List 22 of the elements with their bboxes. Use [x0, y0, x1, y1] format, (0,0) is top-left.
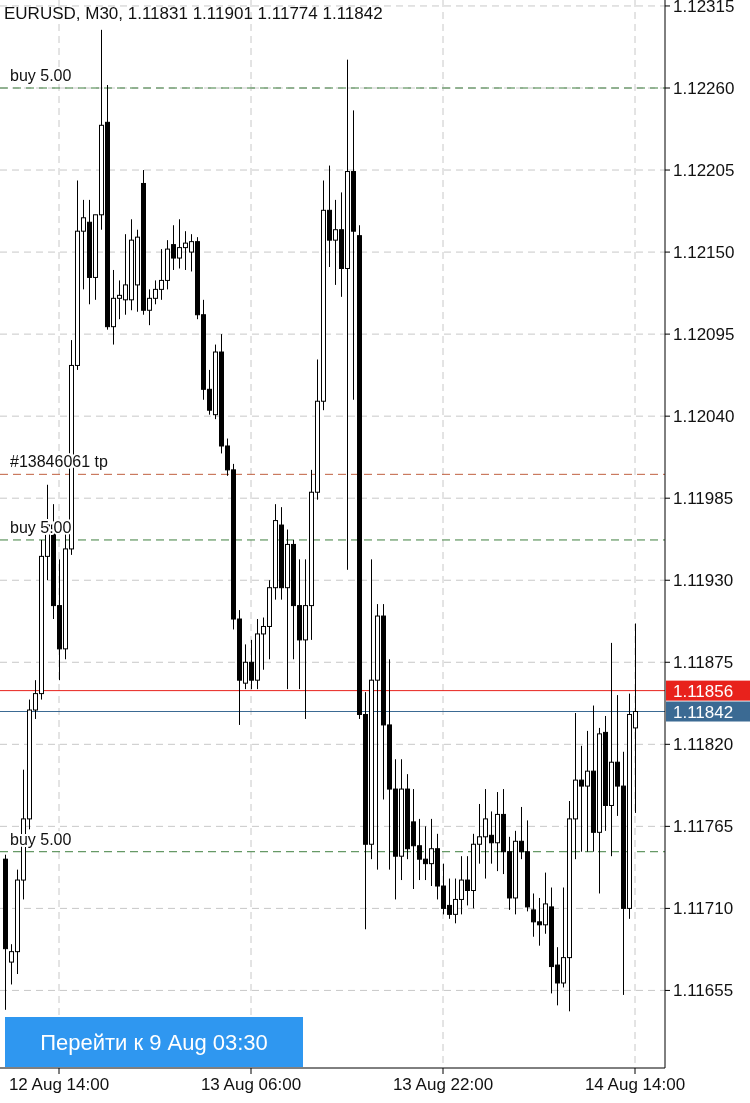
y-tick-label: 1.11765 — [673, 817, 734, 837]
y-tick-label: 1.11930 — [673, 571, 734, 591]
x-tick-label: 13 Aug 22:00 — [392, 1075, 494, 1094]
y-tick-label: 1.11655 — [673, 981, 734, 1001]
annotation: Перейти к 9 Aug 03:30 — [40, 1030, 268, 1055]
x-tick-label: 13 Aug 06:00 — [200, 1075, 302, 1094]
y-tick-label: 1.12260 — [673, 79, 735, 99]
ref-line-label: 1.11856 — [673, 681, 734, 701]
y-tick-label: 1.11875 — [673, 653, 734, 673]
x-tick-label: 14 Aug 14:00 — [584, 1075, 686, 1094]
y-tick-label: 1.11985 — [673, 489, 734, 509]
x-tick-label: 12 Aug 14:00 — [8, 1075, 110, 1094]
ref-line-label: 1.11842 — [673, 702, 734, 722]
y-tick-label: 1.12315 — [673, 0, 735, 16]
y-tick-label: 1.12150 — [673, 243, 735, 263]
y-tick-label: 1.12205 — [673, 161, 735, 181]
y-tick-label: 1.11820 — [673, 735, 734, 755]
ref-line-label: buy 5.00 — [10, 67, 72, 85]
y-tick-label: 1.12040 — [673, 407, 735, 427]
y-tick-label: 1.11710 — [673, 899, 734, 919]
y-tick-label: 1.12095 — [673, 325, 735, 345]
chart-title: EURUSD, M30, 1.11831 1.11901 1.11774 1.11842 — [4, 4, 383, 23]
